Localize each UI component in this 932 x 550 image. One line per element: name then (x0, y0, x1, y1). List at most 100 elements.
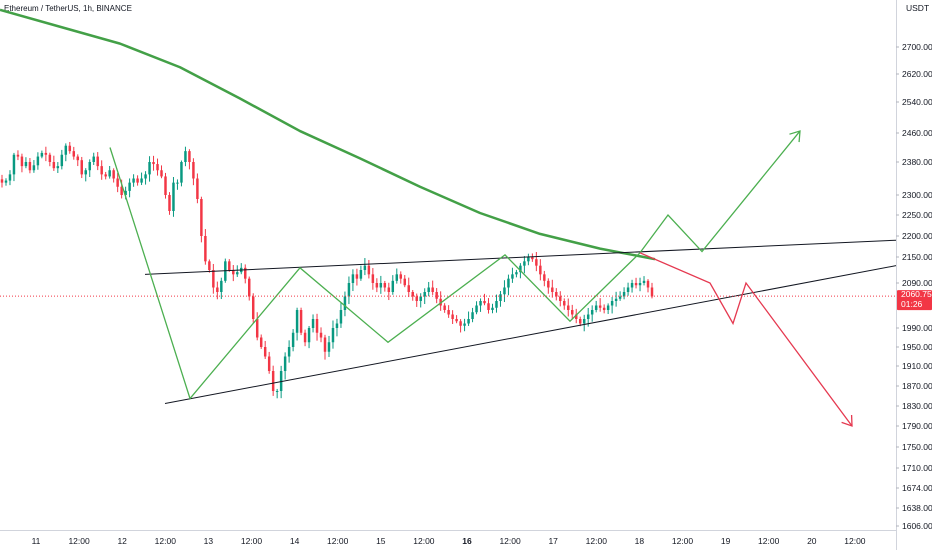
candle-body (347, 283, 351, 297)
candle-body (244, 267, 247, 279)
candle-body (275, 391, 279, 392)
candle-body (395, 274, 399, 281)
candle-body (44, 152, 48, 155)
candle-body (248, 278, 251, 297)
candle-body (180, 162, 183, 183)
candle-body (479, 301, 482, 306)
price-tick-label: 1750.00 (902, 442, 932, 452)
candle-body (60, 154, 64, 167)
price-tick-label: 1638.00 (902, 503, 932, 513)
candle-body (471, 312, 474, 319)
candle-body (626, 287, 630, 292)
time-tick-label: 12:00 (241, 536, 263, 546)
candle-body (618, 296, 622, 299)
bullish-projection-line[interactable] (639, 130, 801, 254)
candle-body (40, 152, 44, 157)
zigzag-pattern-line[interactable] (109, 147, 641, 400)
time-tick-label: 16 (462, 536, 472, 546)
candle-body (499, 294, 502, 301)
candle-body (582, 319, 586, 324)
candle-body (590, 310, 594, 315)
candle-body (112, 170, 115, 179)
candle-body (84, 170, 87, 175)
candle-body (419, 296, 422, 301)
time-tick-label: 19 (721, 536, 731, 546)
candle-body (551, 287, 554, 292)
price-tick-label: 2380.00 (902, 157, 932, 167)
candle-body (307, 328, 311, 343)
price-tick-label: 2300.00 (902, 190, 932, 200)
candle-body (232, 270, 235, 275)
time-tick-label: 12:00 (327, 536, 349, 546)
currency-label: USDT (906, 3, 929, 13)
candle-body (140, 178, 143, 183)
time-tick-label: 13 (204, 536, 214, 546)
candle-body (431, 287, 434, 292)
candle-body (614, 298, 618, 301)
time-tick-label: 12:00 (586, 536, 608, 546)
candle-body (367, 265, 371, 275)
candle-body (567, 305, 570, 310)
candle-body (236, 272, 239, 275)
candle-body (383, 283, 387, 288)
price-axis[interactable]: 2700.00 2620.00 2540.00 2460.00 2380.00 2300.… (896, 42, 932, 531)
triangle-upper-trendline[interactable] (144, 239, 897, 275)
bearish-projection-line[interactable] (639, 252, 853, 427)
triangle-lower-trendline[interactable] (164, 265, 897, 404)
candle-body (287, 347, 291, 357)
candle-body (375, 283, 379, 288)
candle-body (331, 328, 335, 343)
candle-body (427, 287, 430, 292)
candle-body (303, 332, 307, 343)
candle-body (463, 323, 466, 326)
time-axis[interactable]: 11 12:00 12 12:00 13 12:00 14 12:00 15 12:00 16 12:… (32, 536, 866, 546)
candle-body (251, 296, 255, 319)
candle-body (168, 195, 171, 211)
price-tick-label: 1606.00 (902, 521, 932, 531)
candle-body (371, 274, 375, 283)
candle-body (547, 280, 550, 288)
candle-body (323, 337, 327, 352)
candle-body (196, 178, 199, 199)
candle-body (586, 314, 590, 319)
moving-average-layer (0, 8, 656, 261)
candle-body (120, 186, 123, 195)
candle-body (20, 156, 24, 167)
candle-body (176, 182, 179, 184)
candles-layer (0, 141, 654, 399)
candle-body (255, 319, 259, 338)
candle-body (451, 314, 454, 319)
candle-body (136, 178, 139, 183)
candle-body (311, 319, 315, 328)
candle-body (108, 170, 111, 177)
candle-body (363, 265, 367, 270)
candle-body (16, 154, 20, 157)
candle-body (491, 307, 494, 310)
candle-body (263, 347, 267, 357)
candle-body (399, 274, 403, 279)
candle-body (475, 305, 478, 313)
candle-body (439, 298, 442, 306)
candle-body (387, 287, 391, 292)
price-tag: 2060.75 01:26 (897, 289, 932, 311)
candle-body (52, 162, 56, 169)
time-tick-label: 12:00 (499, 536, 521, 546)
candle-body (192, 162, 195, 179)
candle-body (602, 307, 606, 310)
candle-body (152, 162, 155, 165)
price-tick-label: 1910.00 (902, 361, 932, 371)
candle-body (543, 274, 546, 281)
candle-body (351, 274, 355, 283)
candle-body (447, 310, 450, 315)
candle-body (527, 257, 530, 262)
candle-body (144, 174, 147, 179)
candle-body (12, 154, 16, 175)
candle-body (132, 178, 135, 183)
moving-average-line (0, 8, 656, 261)
price-tick-label: 1710.00 (902, 463, 932, 473)
candle-body (630, 283, 634, 288)
candle-body (598, 305, 602, 308)
candle-body (4, 180, 8, 183)
candle-body (335, 323, 339, 328)
